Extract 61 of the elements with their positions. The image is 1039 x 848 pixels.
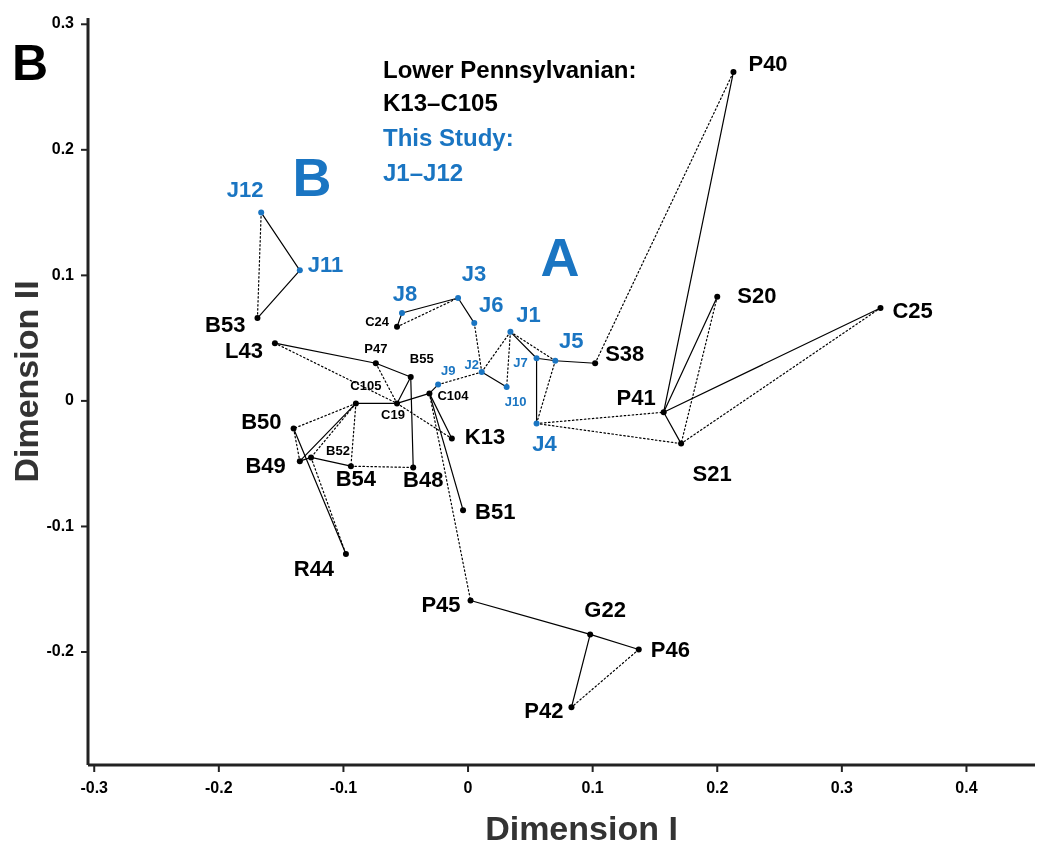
data-label: B55 <box>409 351 434 367</box>
data-label: J11 <box>307 252 344 278</box>
data-label: C25 <box>892 297 933 323</box>
y-tick-label: 0 <box>65 391 75 409</box>
data-label: B50 <box>241 409 282 435</box>
x-tick-label: -0.3 <box>80 779 109 796</box>
data-label: B52 <box>326 442 350 458</box>
chart-title: B <box>11 35 49 91</box>
data-label: B54 <box>335 466 377 492</box>
y-tick-label: -0.2 <box>46 642 75 660</box>
x-tick-label: 0.4 <box>955 779 978 796</box>
x-tick-label: -0.2 <box>205 779 233 796</box>
annotation: Lower Pennsylvanian: <box>383 56 637 84</box>
data-label: P42 <box>524 698 564 724</box>
annotation: J1–J12 <box>383 159 464 187</box>
data-label: R44 <box>293 555 335 581</box>
data-label: P46 <box>650 637 690 663</box>
data-label: J9 <box>440 363 456 379</box>
data-label: J8 <box>392 280 418 306</box>
data-label: P40 <box>748 50 788 76</box>
annotation: This Study: <box>383 124 514 152</box>
data-label: C19 <box>381 406 405 422</box>
data-label: J5 <box>559 327 584 353</box>
data-label: B51 <box>475 498 516 524</box>
data-label: C105 <box>350 377 382 393</box>
data-label: J6 <box>479 291 504 317</box>
data-label: B48 <box>403 467 444 493</box>
data-label: C104 <box>437 387 470 403</box>
data-label: G22 <box>584 597 626 623</box>
annotation: A <box>540 227 580 288</box>
data-label: J4 <box>532 431 558 457</box>
data-label: S21 <box>692 461 732 487</box>
data-label: P47 <box>364 340 388 356</box>
data-label: K13 <box>464 424 506 450</box>
data-label: J2 <box>464 357 479 373</box>
x-tick-label: 0.1 <box>581 779 604 796</box>
x-tick-label: 0.2 <box>706 779 729 796</box>
x-tick-label: 0.3 <box>830 779 854 796</box>
data-label: J10 <box>504 393 527 409</box>
data-label: B53 <box>205 311 246 337</box>
annotation: K13–C105 <box>383 89 498 117</box>
y-tick-label: -0.1 <box>46 516 75 534</box>
data-label: J12 <box>226 177 264 203</box>
y-tick-label: 0.3 <box>51 14 75 32</box>
data-label: S38 <box>605 341 645 367</box>
data-label: P41 <box>616 385 656 411</box>
data-label: C24 <box>365 314 390 330</box>
annotation: B <box>292 147 332 208</box>
x-axis-title: Dimension I <box>485 809 678 847</box>
data-label: S20 <box>737 282 777 308</box>
data-label: J7 <box>513 354 528 370</box>
data-label: L43 <box>224 337 263 363</box>
y-axis-title: Dimension II <box>7 280 45 483</box>
x-tick-label: -0.1 <box>329 779 358 796</box>
y-tick-label: 0.1 <box>51 265 75 283</box>
data-label: B49 <box>245 452 286 478</box>
data-label: J1 <box>516 301 541 327</box>
data-label: J3 <box>461 260 487 286</box>
x-tick-label: 0 <box>463 779 473 796</box>
data-label: P45 <box>421 592 461 618</box>
y-tick-label: 0.2 <box>51 140 75 158</box>
